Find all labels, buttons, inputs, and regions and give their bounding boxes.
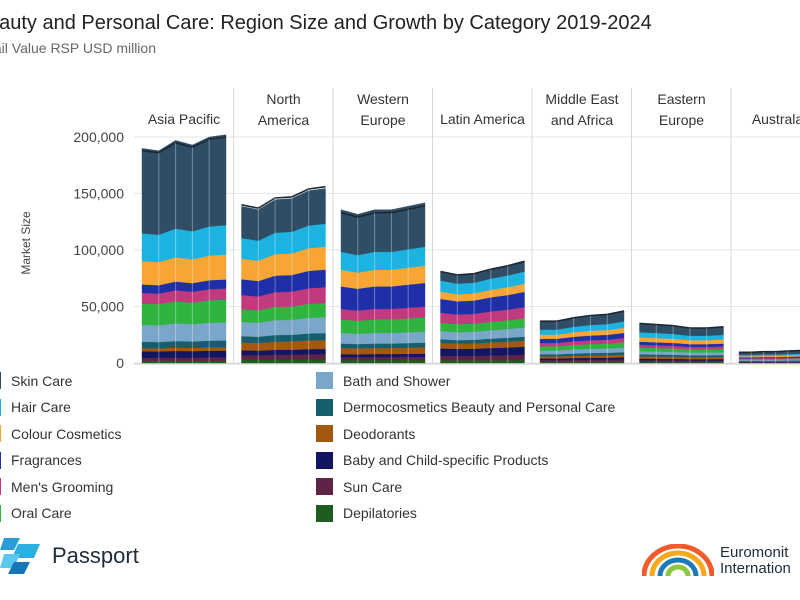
legend-item: Fragrances xyxy=(0,451,82,469)
euromonitor-logo-icon xyxy=(642,544,714,577)
region-panel xyxy=(241,185,326,364)
region-label: North xyxy=(266,91,300,107)
region-label: Western xyxy=(357,91,409,107)
area-baby-and-child-specific-products-asia-pacific xyxy=(141,350,227,358)
legend-item: Bath and Shower xyxy=(316,372,450,389)
legend-swatch xyxy=(0,398,1,416)
legend-label: Men's Grooming xyxy=(11,478,114,495)
legend-item: Sun Care xyxy=(316,478,402,495)
region-label: Eastern xyxy=(657,91,705,107)
legend-item: Colour Cosmetics xyxy=(0,425,121,442)
region-panel xyxy=(340,202,426,364)
chart-plot: 0 50,000 100,000 150,000 200,000 Market Size A… xyxy=(19,88,800,371)
legend-label: Sun Care xyxy=(343,478,403,495)
legend-swatch xyxy=(0,504,1,522)
y-tick-label: 0 xyxy=(116,355,124,371)
region-label: Middle East xyxy=(545,91,618,107)
region-label: Latin America xyxy=(440,111,525,127)
area-skin-care-asia-pacific xyxy=(141,134,227,236)
region-total-line xyxy=(739,349,800,354)
legend-swatch xyxy=(316,372,333,389)
euromonitor-logo: Euromonit Internation xyxy=(642,544,791,578)
euromonitor-text-line1: Euromonit xyxy=(720,544,789,561)
legend-item: Hair Care xyxy=(0,398,71,416)
legend-swatch xyxy=(316,398,333,416)
region-label: America xyxy=(258,112,310,128)
legend-swatch xyxy=(0,478,1,495)
legend-label: Deodorants xyxy=(343,425,416,442)
area-depilatories-western-europe xyxy=(340,359,426,364)
legend-item: Skin Care xyxy=(0,372,72,389)
region-label: Australas xyxy=(752,111,800,127)
chart-subtitle: tail Value RSP USD million xyxy=(0,40,156,56)
legend-label: Skin Care xyxy=(11,372,73,389)
legend-item: Depilatories xyxy=(316,504,417,522)
legend-item: Deodorants xyxy=(316,425,415,442)
legend-label: Baby and Child-specific Products xyxy=(343,452,549,468)
region-total-line xyxy=(540,310,625,322)
chart-title: eauty and Personal Care: Region Size and… xyxy=(0,12,652,34)
passport-logo-text: Passport xyxy=(52,543,139,568)
legend-item: Dermocosmetics Beauty and Personal Care xyxy=(316,398,616,416)
area-sun-care-asia-pacific xyxy=(141,357,227,362)
legend-swatch xyxy=(316,425,333,442)
region-label: Asia Pacific xyxy=(148,111,220,127)
legend-swatch xyxy=(0,451,1,469)
legend-label: Fragrances xyxy=(11,452,82,468)
region-total-line xyxy=(141,136,227,154)
region-panel xyxy=(639,322,724,364)
legend-item: Oral Care xyxy=(0,504,72,522)
region-label: Europe xyxy=(360,112,405,128)
legend-swatch xyxy=(0,372,1,389)
region-total-line xyxy=(639,322,724,329)
y-tick-label: 100,000 xyxy=(73,242,124,258)
y-tick-label: 150,000 xyxy=(73,186,124,202)
region-total-line xyxy=(440,260,525,276)
legend-swatch xyxy=(316,504,333,522)
legend-swatch xyxy=(0,425,1,442)
passport-logo: Passport xyxy=(0,536,139,576)
passport-logo-icon xyxy=(0,538,40,574)
region-total-line xyxy=(241,185,326,210)
region-panel xyxy=(738,349,800,364)
legend-label: Oral Care xyxy=(11,505,72,521)
region-panel xyxy=(141,134,227,364)
region-panel xyxy=(440,260,525,364)
legend-swatch xyxy=(316,478,333,495)
legend-label: Dermocosmetics Beauty and Personal Care xyxy=(343,399,616,415)
region-label: Europe xyxy=(659,112,704,128)
area-skin-care-western-europe xyxy=(340,202,426,256)
euromonitor-text-line2: Internation xyxy=(720,560,791,577)
region-panel xyxy=(539,310,625,364)
legend-label: Colour Cosmetics xyxy=(11,425,122,442)
legend-label: Bath and Shower xyxy=(343,372,451,389)
legend-label: Depilatories xyxy=(343,505,417,521)
y-tick-label: 50,000 xyxy=(81,299,124,315)
legend-item: Baby and Child-specific Products xyxy=(316,451,549,469)
legend-swatch xyxy=(316,451,333,469)
y-axis-title: Market Size xyxy=(19,211,33,275)
area-skin-care-north-america xyxy=(241,188,326,241)
y-tick-label: 200,000 xyxy=(73,129,124,145)
region-label: and Africa xyxy=(551,112,613,128)
legend-item: Men's Grooming xyxy=(0,478,113,495)
legend-label: Hair Care xyxy=(11,399,71,415)
region-total-line xyxy=(340,205,426,219)
